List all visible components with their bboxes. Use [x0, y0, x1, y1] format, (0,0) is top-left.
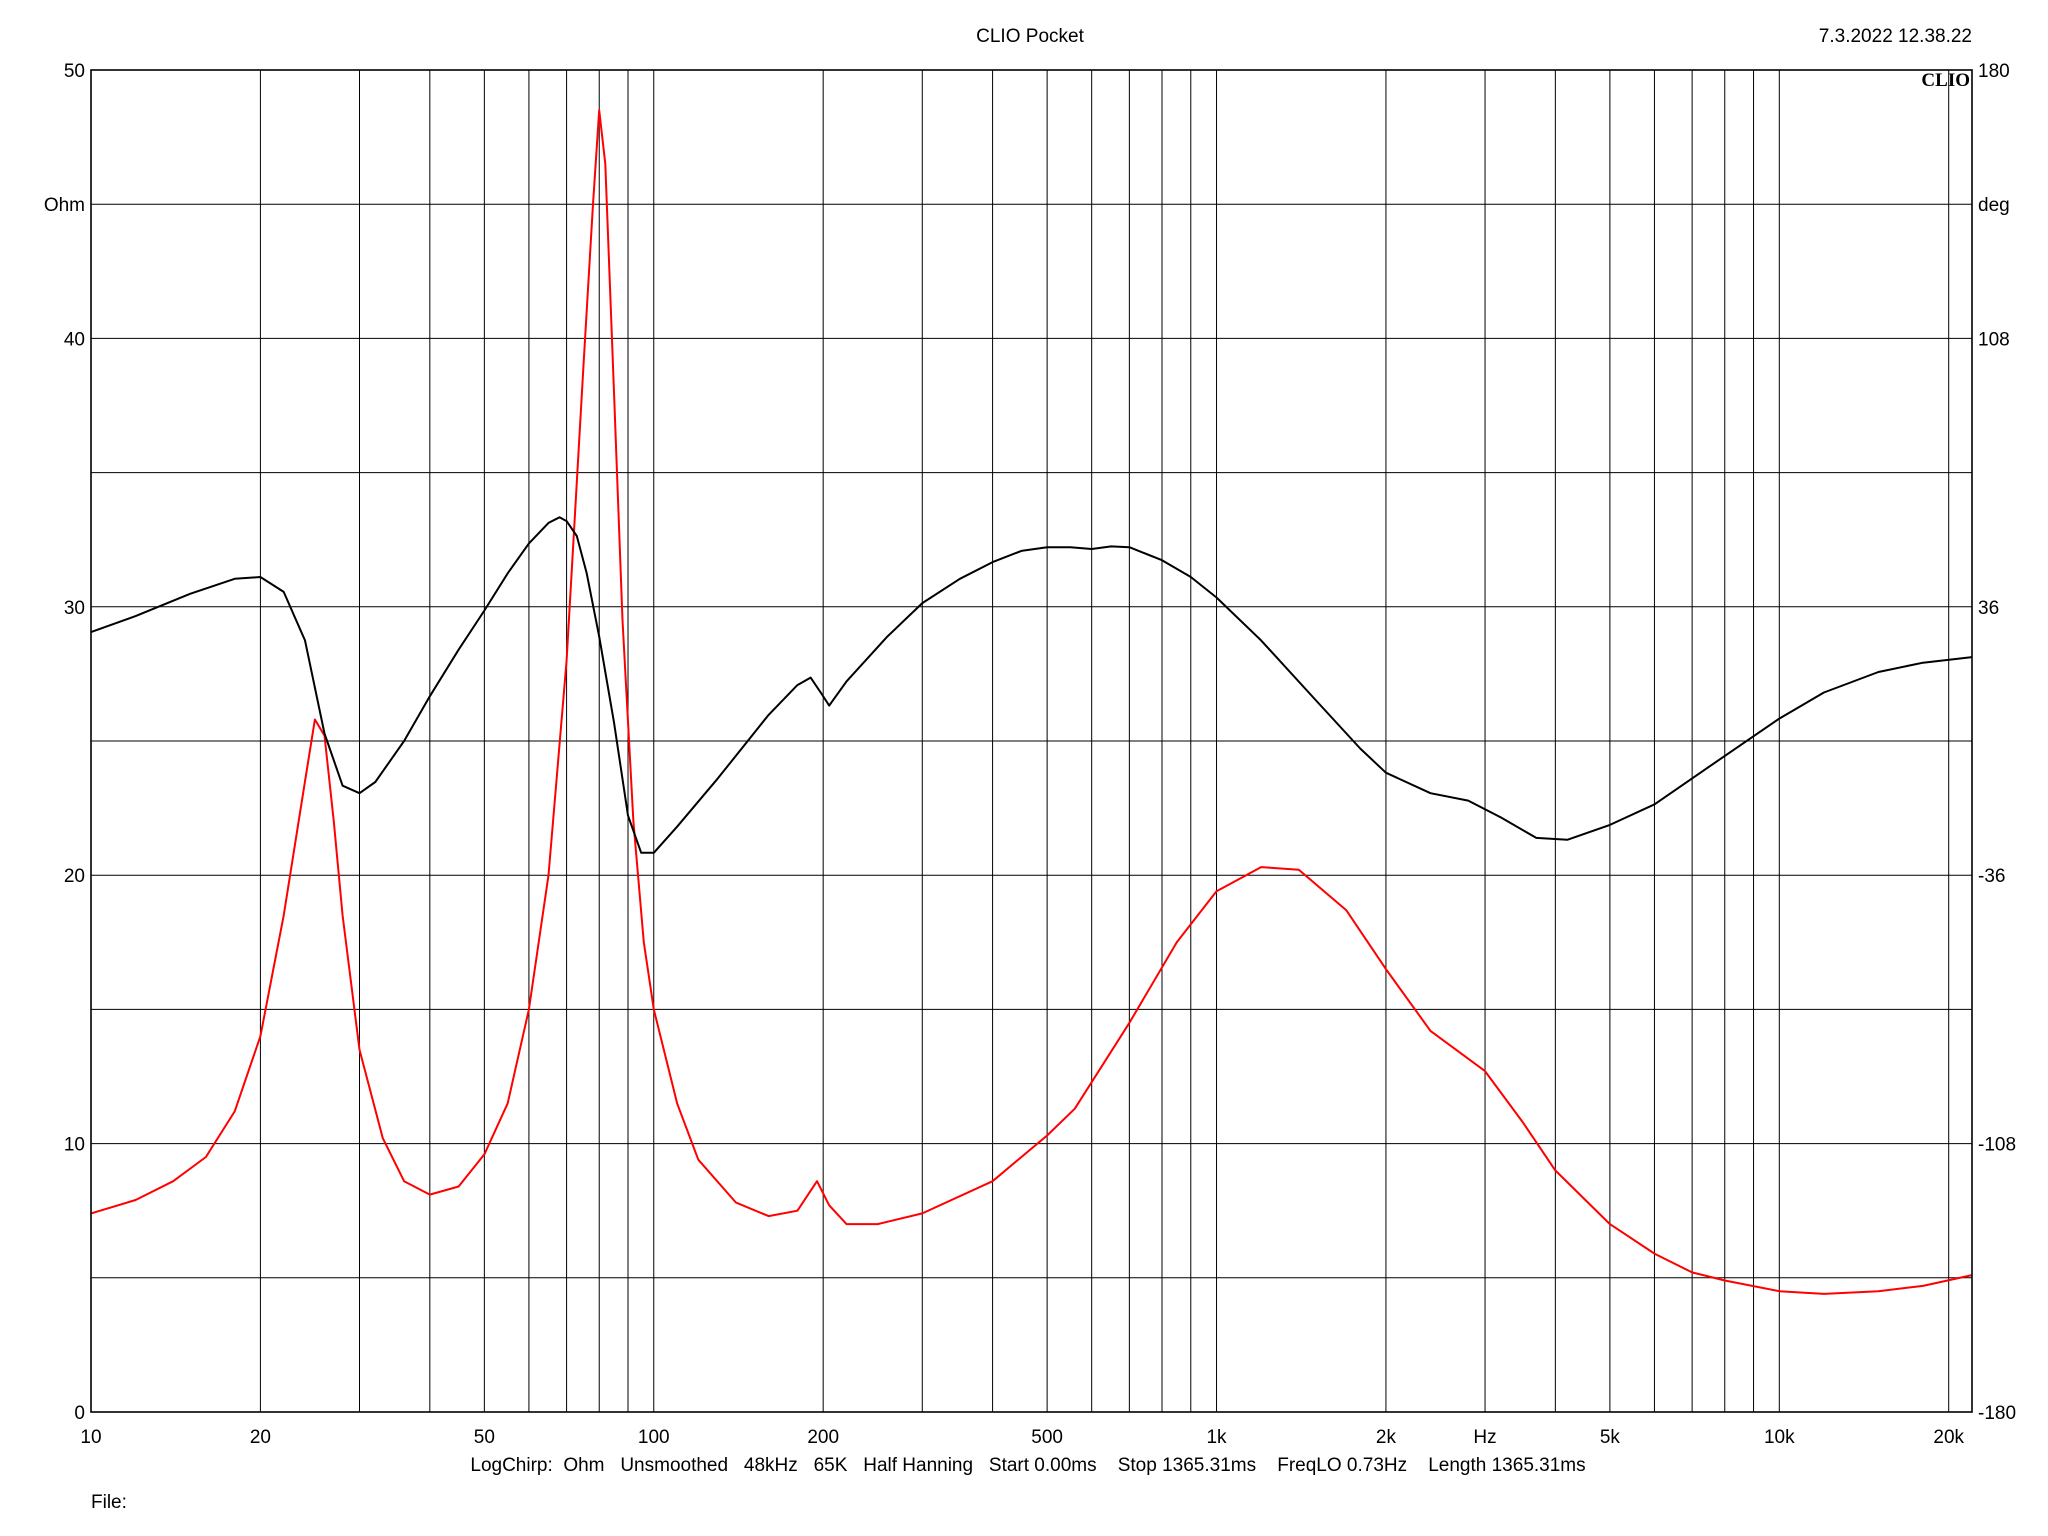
y-left-tick-label: 0: [74, 1403, 85, 1424]
file-label: File:: [91, 1492, 127, 1513]
x-tick-label: 20k: [1933, 1427, 1964, 1448]
plot-frame: [90, 69, 1973, 1413]
x-tick-label: 5k: [1600, 1427, 1621, 1448]
x-tick-label: 10k: [1764, 1427, 1795, 1448]
grid: [91, 69, 1972, 1413]
y-right-tick-label: -180: [1978, 1403, 2016, 1424]
y-left-tick-label: 10: [64, 1135, 85, 1156]
x-tick-label: 10: [80, 1427, 101, 1448]
phase-curve: [90, 516, 1973, 854]
x-tick-label: 200: [807, 1427, 839, 1448]
x-tick-label: 50: [474, 1427, 495, 1448]
y-left-tick-label: 30: [64, 598, 85, 619]
y-right-tick-label: -36: [1978, 866, 2005, 887]
x-tick-label: 2k: [1376, 1427, 1397, 1448]
x-tick-label: 1k: [1206, 1427, 1227, 1448]
x-unit-label: Hz: [1473, 1427, 1496, 1448]
x-tick-label: 100: [638, 1427, 670, 1448]
y-left-tick-label: 40: [64, 329, 85, 350]
plot-lines: [90, 109, 1973, 1295]
x-tick-label: 20: [250, 1427, 271, 1448]
x-tick-label: 500: [1031, 1427, 1063, 1448]
y-left-tick-label: 50: [64, 61, 85, 82]
chart-title: CLIO Pocket: [976, 26, 1084, 47]
y-left-unit-label: Ohm: [44, 195, 85, 216]
timestamp: 7.3.2022 12.38.22: [1819, 26, 1972, 47]
y-left-tick-label: 20: [64, 866, 85, 887]
y-right-unit-label: deg: [1978, 195, 2010, 216]
clio-logo: CLIO: [1921, 70, 1970, 91]
y-right-tick-label: 36: [1978, 598, 1999, 619]
measurement-settings: LogChirp: Ohm Unsmoothed 48kHz 65K Half …: [470, 1455, 1585, 1476]
y-right-tick-label: 108: [1978, 329, 2010, 350]
impedance-curve: [90, 109, 1973, 1295]
y-right-tick-label: -108: [1978, 1135, 2016, 1156]
y-right-tick-label: 180: [1978, 61, 2010, 82]
axis-labels: 10 20 50 100 200 500 1k 2k 5k 10k 20k Hz 0 10 20 30 40 50…: [44, 61, 2016, 1448]
